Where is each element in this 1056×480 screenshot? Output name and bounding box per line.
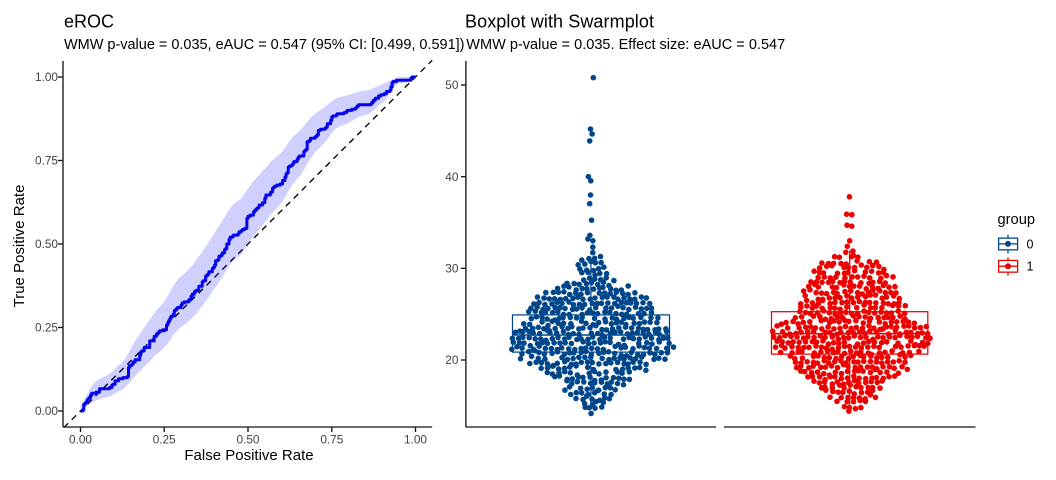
svg-text:WMW p-value = 0.035, eAUC = 0.: WMW p-value = 0.035, eAUC = 0.547 (95% C… [64, 37, 465, 53]
svg-text:1.00: 1.00 [35, 70, 58, 84]
svg-text:True Positive Rate: True Positive Rate [11, 185, 28, 308]
svg-text:group: group [998, 212, 1036, 228]
svg-text:eROC: eROC [64, 11, 114, 31]
svg-text:0.00: 0.00 [35, 404, 58, 418]
svg-text:0.25: 0.25 [153, 433, 176, 447]
svg-text:0.75: 0.75 [320, 433, 343, 447]
svg-text:40: 40 [445, 170, 459, 184]
svg-text:30: 30 [445, 262, 459, 276]
svg-text:1.00: 1.00 [404, 433, 427, 447]
svg-text:1: 1 [1027, 260, 1034, 274]
svg-text:0.75: 0.75 [35, 154, 58, 168]
svg-text:False Positive Rate: False Positive Rate [184, 447, 313, 464]
svg-text:0.00: 0.00 [69, 433, 92, 447]
svg-text:0.50: 0.50 [237, 433, 260, 447]
svg-text:Boxplot with Swarmplot: Boxplot with Swarmplot [465, 11, 654, 31]
svg-text:WMW p-value = 0.035. Effect si: WMW p-value = 0.035. Effect size: eAUC =… [466, 37, 785, 53]
svg-text:0: 0 [1027, 237, 1034, 251]
svg-text:0.25: 0.25 [35, 321, 58, 335]
svg-text:0.50: 0.50 [35, 237, 58, 251]
svg-text:20: 20 [445, 353, 459, 367]
svg-text:50: 50 [445, 78, 459, 92]
